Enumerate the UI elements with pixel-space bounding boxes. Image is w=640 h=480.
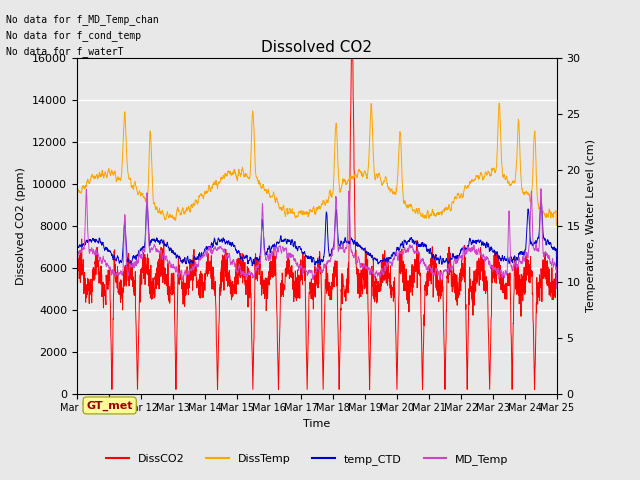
DissCO2 [348,44,355,50]
DissCO2 [207,259,214,265]
Text: GT_met: GT_met [86,400,133,410]
temp_CTD [330,240,338,245]
temp_CTD [456,251,463,256]
temp_CTD [73,275,81,281]
DissCO2 [330,284,338,289]
Y-axis label: Dissolved CO2 (ppm): Dissolved CO2 (ppm) [17,167,26,285]
MD_Temp [524,254,531,260]
DissCO2 [73,277,81,283]
MD_Temp [456,254,463,260]
temp_CTD [511,254,518,260]
DissCO2 [341,289,349,295]
Line: DissTemp: DissTemp [77,103,557,226]
temp_CTD [537,195,545,201]
MD_Temp [553,286,561,291]
MD_Temp [330,246,338,252]
Y-axis label: Temperature, Water Level (cm): Temperature, Water Level (cm) [586,139,596,312]
MD_Temp [511,262,518,268]
DissTemp [330,168,338,174]
DissCO2 [456,280,464,286]
Text: No data for f_waterT: No data for f_waterT [6,46,124,57]
MD_Temp [340,248,348,253]
Text: No data for f_MD_Temp_chan: No data for f_MD_Temp_chan [6,14,159,25]
temp_CTD [524,210,531,216]
Line: MD_Temp: MD_Temp [77,189,557,288]
DissTemp [207,189,214,194]
Title: Dissolved CO2: Dissolved CO2 [261,40,372,55]
X-axis label: Time: Time [303,419,330,429]
DissTemp [511,180,518,186]
Line: DissCO2: DissCO2 [77,47,557,389]
temp_CTD [207,244,214,250]
DissTemp [553,223,561,228]
DissCO2 [108,386,116,392]
DissTemp [340,178,348,183]
DissTemp [73,223,81,228]
DissTemp [524,190,532,195]
DissCO2 [511,253,518,259]
MD_Temp [537,186,545,192]
DissTemp [456,195,463,201]
temp_CTD [340,237,348,243]
MD_Temp [207,248,214,254]
temp_CTD [553,275,561,281]
DissCO2 [524,270,532,276]
DissCO2 [553,280,561,286]
MD_Temp [73,286,81,291]
Legend: DissCO2, DissTemp, temp_CTD, MD_Temp: DissCO2, DissTemp, temp_CTD, MD_Temp [102,450,513,469]
Text: No data for f_cond_temp: No data for f_cond_temp [6,30,141,41]
DissTemp [495,100,503,106]
Line: temp_CTD: temp_CTD [77,198,557,278]
